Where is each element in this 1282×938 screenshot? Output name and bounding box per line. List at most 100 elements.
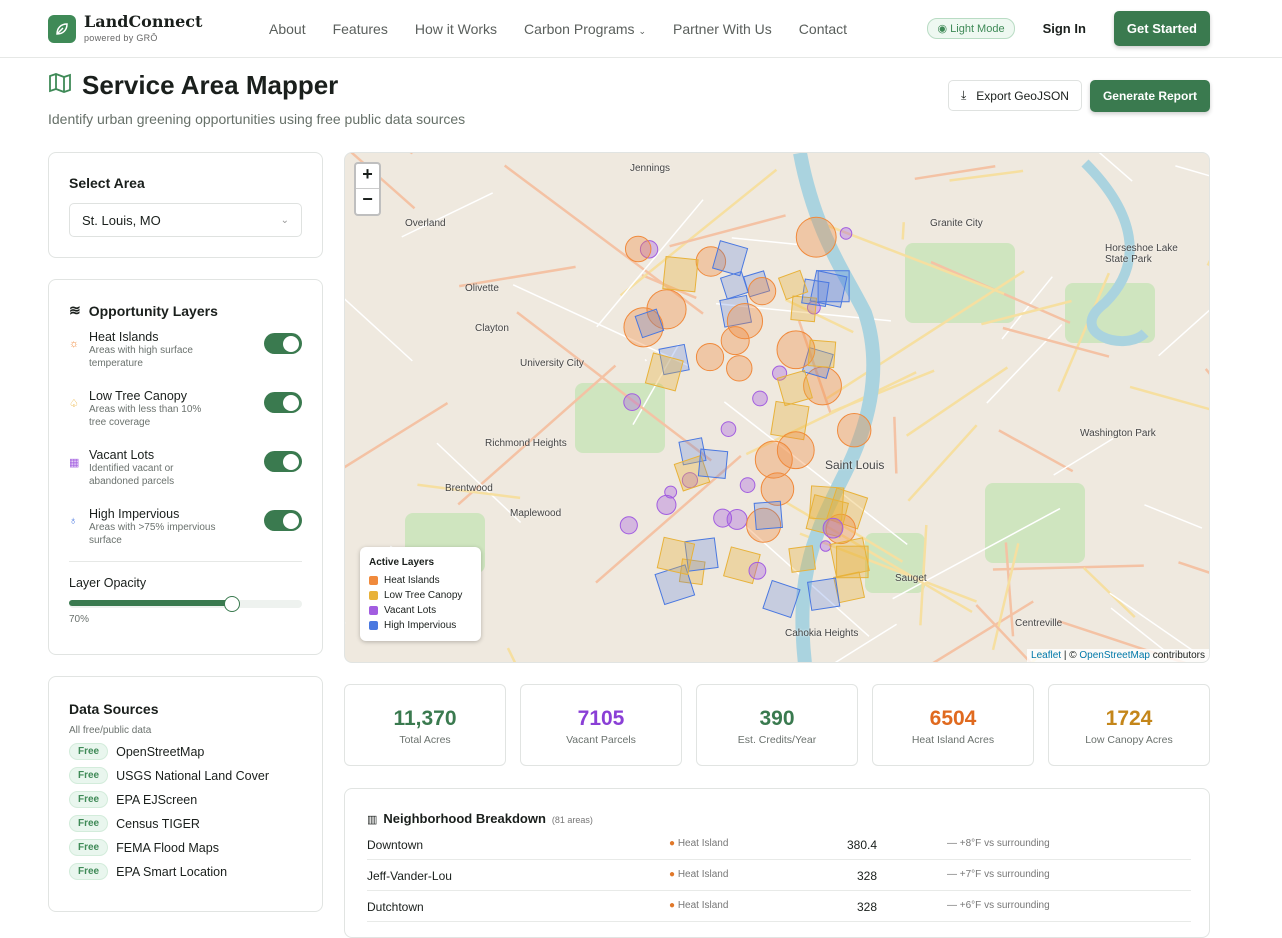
vacant-lot-marker — [740, 478, 755, 493]
nav-carbon-programs[interactable]: Carbon Programs ⌄ — [524, 21, 646, 37]
road — [645, 359, 646, 361]
free-badge: Free — [69, 743, 108, 760]
low-canopy-marker — [808, 340, 836, 368]
acres-value: 328 — [857, 869, 877, 883]
zoom-in-button[interactable]: + — [356, 164, 379, 189]
table-row[interactable]: Downtown● Heat Island380.4— +8°F vs surr… — [367, 829, 1191, 860]
road — [1175, 166, 1210, 196]
layer-desc: Identified vacant or abandoned parcels — [89, 462, 219, 488]
layers-icon: ≋ — [69, 302, 81, 319]
vacant-lot-marker — [749, 562, 766, 579]
stat-label: Heat Island Acres — [873, 734, 1033, 746]
layer-toggle[interactable] — [264, 451, 302, 472]
nav-features[interactable]: Features — [333, 21, 388, 37]
breakdown-count: (81 areas) — [552, 815, 593, 825]
export-geojson-button[interactable]: ⤓Export GeoJSON — [948, 80, 1082, 111]
map-place-label: Cahokia Heights — [785, 628, 858, 639]
road — [402, 193, 493, 237]
neighborhood-name: Dutchtown — [367, 900, 424, 914]
data-sources-title: Data Sources — [69, 701, 302, 717]
stat-value: 7105 — [521, 707, 681, 731]
layer-name: Vacant Lots — [89, 448, 219, 462]
road — [732, 238, 797, 245]
nav-contact[interactable]: Contact — [799, 21, 847, 37]
orange-dot-icon: ● — [669, 869, 675, 880]
nav-how-it-works[interactable]: How it Works — [415, 21, 497, 37]
free-badge: Free — [69, 839, 108, 856]
high-impervious-marker — [721, 272, 749, 300]
road — [903, 222, 904, 239]
stat-value: 6504 — [873, 707, 1033, 731]
orange-dot-icon: ● — [669, 838, 675, 849]
select-area-card: Select Area St. Louis, MO⌄ — [48, 152, 323, 258]
table-row[interactable]: Jeff-Vander-Lou● Heat Island328— +7°F vs… — [367, 860, 1191, 891]
data-source-name: OpenStreetMap — [116, 745, 204, 759]
note: — +7°F vs surrounding — [947, 869, 1050, 880]
legend-swatch — [369, 576, 378, 585]
get-started-button[interactable]: Get Started — [1114, 11, 1210, 46]
type-label: Heat Island — [678, 900, 729, 911]
legend-label: Vacant Lots — [384, 605, 436, 616]
stat-value: 1724 — [1049, 707, 1209, 731]
area-select[interactable]: St. Louis, MO⌄ — [69, 203, 302, 237]
opacity-slider-handle[interactable] — [224, 596, 240, 612]
legend-label: Heat Islands — [384, 575, 440, 586]
layer-toggle[interactable] — [264, 510, 302, 531]
heat-island-marker — [777, 432, 814, 469]
sign-in-button[interactable]: Sign In — [1043, 21, 1086, 36]
layer-desc: Areas with >75% impervious surface — [89, 521, 219, 547]
stat-card: 1724Low Canopy Acres — [1048, 684, 1210, 766]
road — [1130, 387, 1210, 428]
road — [1054, 439, 1113, 475]
vacant-lot-marker — [727, 509, 747, 529]
stat-card: 390Est. Credits/Year — [696, 684, 858, 766]
data-sources-subtitle: All free/public data — [69, 725, 302, 736]
stat-label: Total Acres — [345, 734, 505, 746]
road — [993, 566, 1144, 570]
layer-toggle[interactable] — [264, 333, 302, 354]
map-place-label: Saint Louis — [825, 458, 884, 472]
road — [999, 430, 1073, 471]
stat-label: Vacant Parcels — [521, 734, 681, 746]
attribution-sep: | © — [1061, 650, 1079, 661]
osm-link[interactable]: OpenStreetMap — [1079, 650, 1150, 661]
acres-value: 328 — [857, 900, 877, 914]
legend-label: High Impervious — [384, 620, 456, 631]
vacant-lot-marker — [620, 517, 637, 534]
vacant-lot-marker — [753, 391, 768, 406]
layers-title: Opportunity Layers — [89, 303, 218, 319]
zoom-out-button[interactable]: − — [356, 189, 379, 214]
opacity-value: 70% — [69, 614, 302, 625]
nav-about[interactable]: About — [269, 21, 306, 37]
nav-partner[interactable]: Partner With Us — [673, 21, 772, 37]
layer-low-tree-canopy: ♤Low Tree CanopyAreas with less than 10%… — [69, 389, 302, 437]
data-source-item: Free OpenStreetMap — [69, 743, 302, 760]
note-text: +7°F vs surrounding — [960, 869, 1050, 880]
eye-icon: ◉ — [937, 23, 947, 35]
chevron-down-icon: ⌄ — [638, 26, 646, 36]
map[interactable]: OverlandClaytonUniversity CitySaint Loui… — [344, 152, 1210, 663]
road — [1206, 369, 1210, 451]
stat-label: Est. Credits/Year — [697, 734, 857, 746]
navbar: LandConnectpowered by GRŌ About Features… — [0, 0, 1282, 58]
legend-swatch — [369, 606, 378, 615]
opacity-slider[interactable] — [69, 600, 302, 608]
layer-toggle[interactable] — [264, 392, 302, 413]
type-label: Heat Island — [678, 838, 729, 849]
legend-swatch — [369, 621, 378, 630]
road — [1144, 505, 1202, 528]
light-mode-toggle[interactable]: ◉ Light Mode — [927, 18, 1014, 39]
generate-report-button[interactable]: Generate Report — [1090, 80, 1210, 112]
legend-item: Vacant Lots — [369, 605, 472, 616]
acres-value: 380.4 — [847, 838, 877, 852]
type-badge: ● Heat Island — [669, 838, 728, 849]
map-legend: Active Layers Heat IslandsLow Tree Canop… — [360, 547, 481, 641]
logo[interactable]: LandConnectpowered by GRŌ — [48, 14, 202, 43]
data-source-name: EPA EJScreen — [116, 793, 197, 807]
high-impervious-marker — [698, 449, 727, 478]
table-row[interactable]: Dutchtown● Heat Island328— +6°F vs surro… — [367, 891, 1191, 922]
zoom-control: + − — [354, 162, 381, 216]
legend-item: High Impervious — [369, 620, 472, 631]
leaflet-link[interactable]: Leaflet — [1031, 650, 1061, 661]
opacity-label: Layer Opacity — [69, 576, 302, 590]
